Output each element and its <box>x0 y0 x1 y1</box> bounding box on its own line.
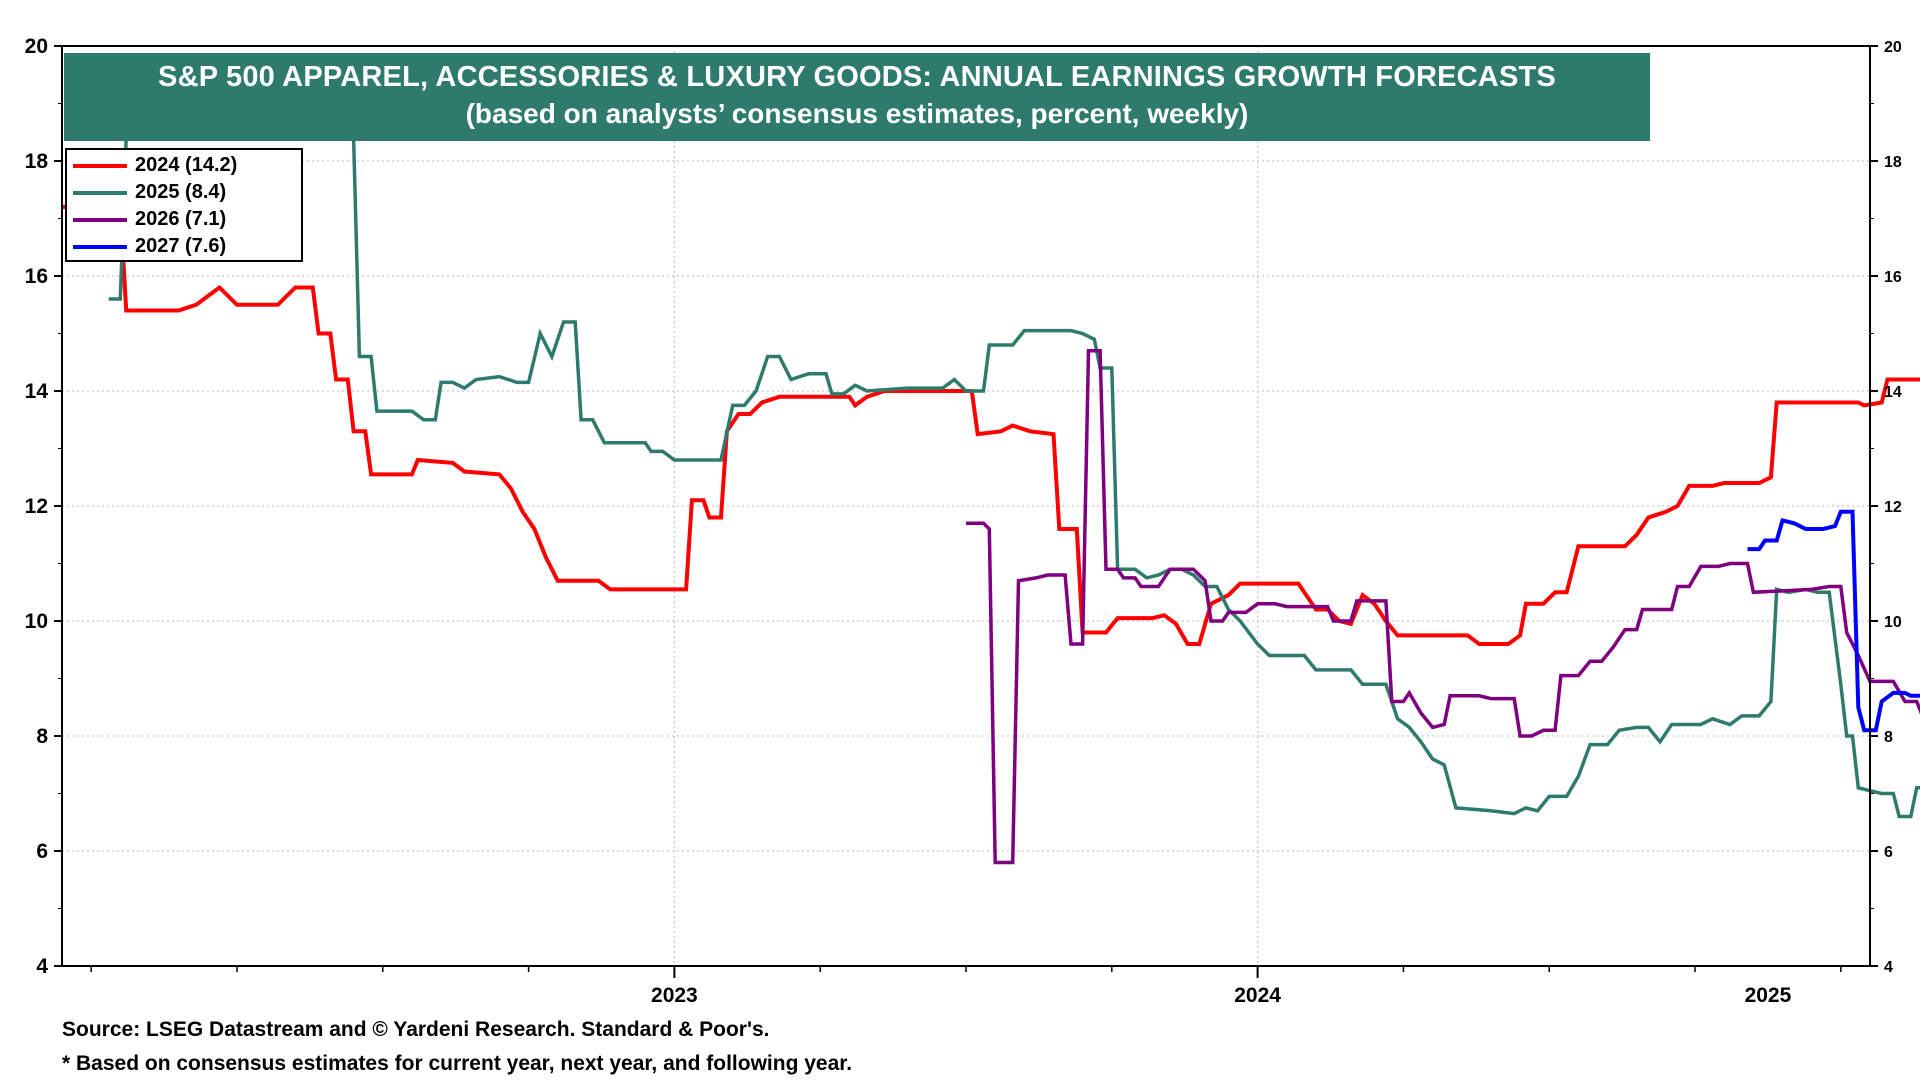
y-tick-label-right: 14 <box>1884 384 1902 401</box>
y-tick-label-left: 18 <box>25 150 49 173</box>
y-tick-label-left: 16 <box>25 265 48 288</box>
y-tick-label-right: 10 <box>1884 614 1902 631</box>
legend: 2024 (14.2) 2025 (8.4) 2026 (7.1) 2027 (… <box>65 148 303 262</box>
axis-layer: 4 4 6 6 8 8 10 10 12 12 14 14 16 16 18 18 20 20 2023 2024 20… <box>25 35 1902 1007</box>
source-footnote: Source: LSEG Datastream and © Yardeni Re… <box>62 1018 770 1041</box>
series-line-2024 <box>62 205 1920 646</box>
legend-swatch-2027 <box>73 244 127 249</box>
legend-item-2027: 2027 (7.6) <box>73 233 295 260</box>
series-line-2027 <box>1747 509 1920 733</box>
series-layer <box>62 130 1920 865</box>
legend-swatch-2025 <box>73 190 127 195</box>
y-tick-label-right: 4 <box>1884 959 1893 976</box>
y-tick-label-left: 14 <box>25 380 49 403</box>
legend-label-2024: 2024 (14.2) <box>135 154 238 176</box>
legend-label-2026: 2026 (7.1) <box>135 208 227 230</box>
y-tick-label-right: 20 <box>1884 39 1902 56</box>
chart-subtitle: (based on analysts’ consensus estimates,… <box>465 98 1249 129</box>
chart-title-box: S&P 500 APPAREL, ACCESSORIES & LUXURY GO… <box>64 53 1650 141</box>
legend-item-2024: 2024 (14.2) <box>73 152 295 179</box>
legend-swatch-2024 <box>73 163 127 168</box>
legend-label-2025: 2025 (8.4) <box>135 181 227 203</box>
y-tick-label-left: 12 <box>25 495 48 518</box>
series-line-2025 <box>108 130 1920 819</box>
y-tick-label-right: 12 <box>1884 499 1902 516</box>
y-tick-label-left: 8 <box>36 725 48 748</box>
y-tick-label-right: 8 <box>1884 729 1893 746</box>
y-tick-label-right: 16 <box>1884 269 1902 286</box>
y-tick-label-left: 4 <box>36 955 48 978</box>
estimate-footnote: * Based on consensus estimates for curre… <box>62 1052 853 1075</box>
grid-layer <box>62 46 1870 966</box>
legend-swatch-2026 <box>73 217 127 222</box>
series-line-2026 <box>966 349 1920 865</box>
y-tick-label-left: 10 <box>25 610 48 633</box>
x-tick-label: 2025 <box>1745 984 1792 1007</box>
chart-title: S&P 500 APPAREL, ACCESSORIES & LUXURY GO… <box>158 61 1556 93</box>
legend-item-2025: 2025 (8.4) <box>73 179 295 206</box>
y-tick-label-right: 18 <box>1884 154 1902 171</box>
y-tick-label-left: 20 <box>25 35 48 58</box>
legend-label-2027: 2027 (7.6) <box>135 235 227 257</box>
legend-item-2026: 2026 (7.1) <box>73 206 295 233</box>
x-tick-label: 2024 <box>1234 984 1281 1007</box>
y-tick-label-left: 6 <box>36 840 48 863</box>
x-tick-label: 2023 <box>651 984 698 1007</box>
y-tick-label-right: 6 <box>1884 844 1893 861</box>
